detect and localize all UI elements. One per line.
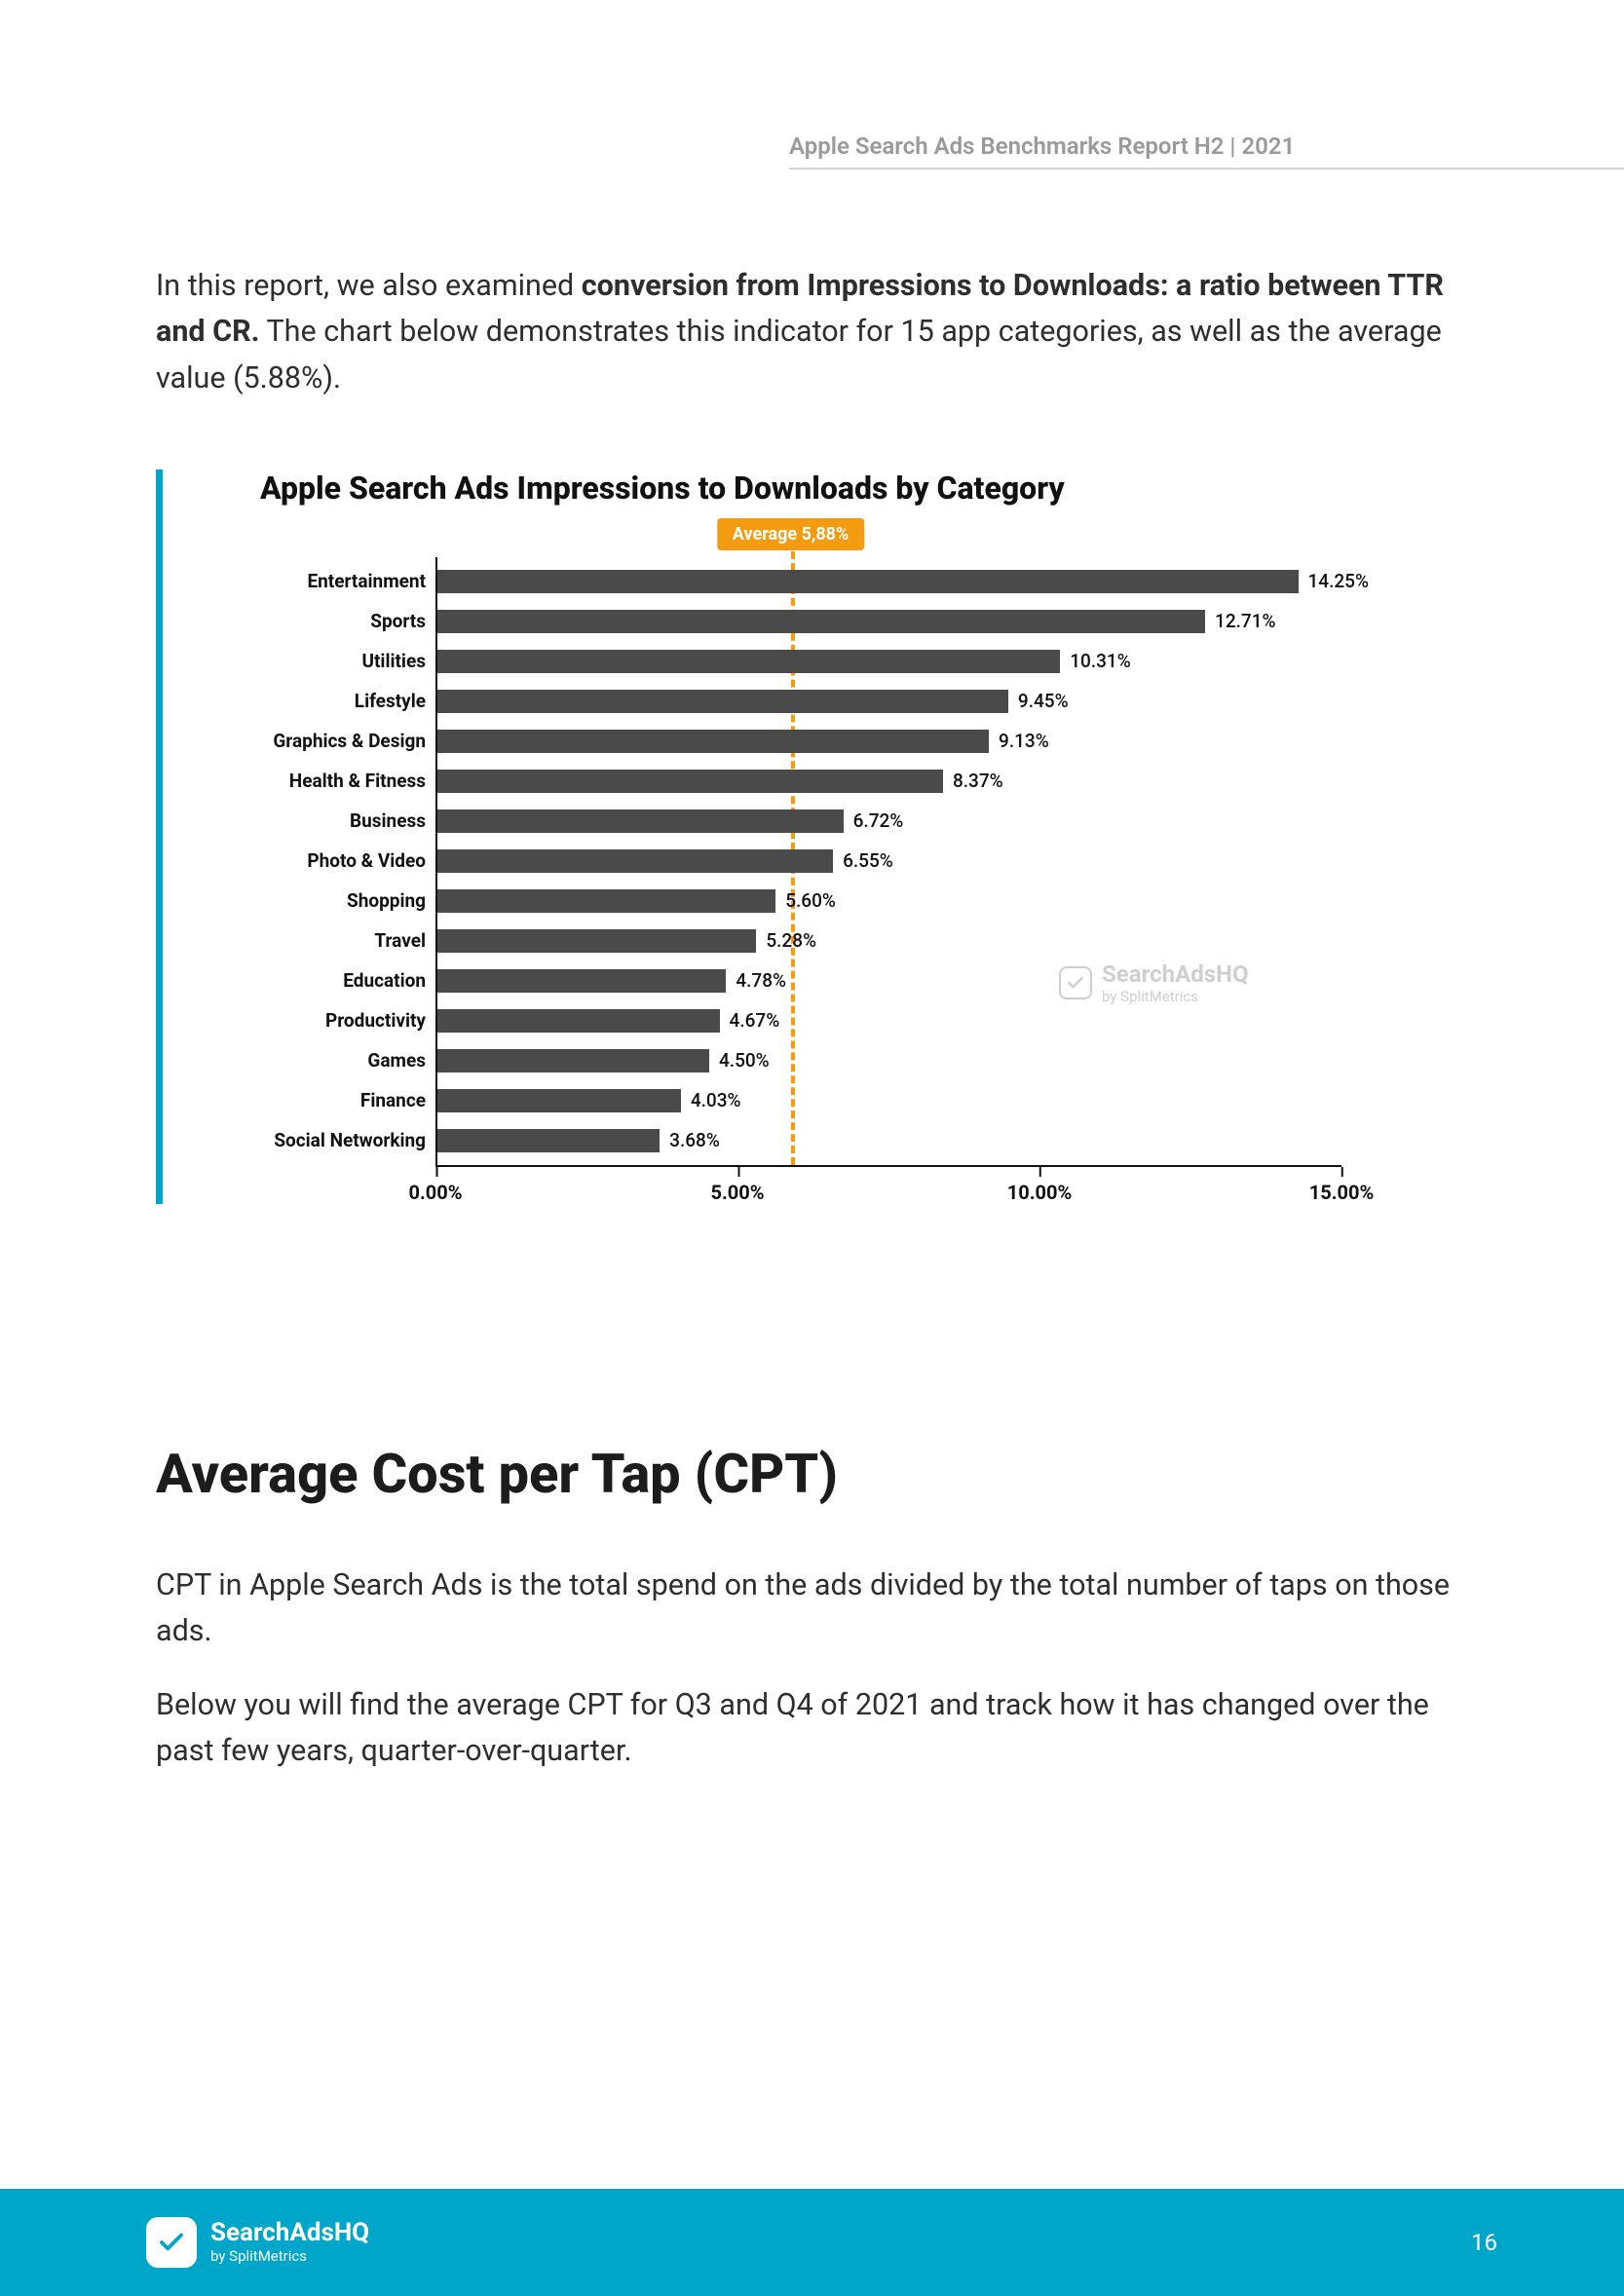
bar-category-label: Graphics & Design bbox=[204, 727, 437, 756]
x-tick-label: 5.00% bbox=[710, 1167, 764, 1204]
bar bbox=[437, 929, 756, 953]
bar-category-label: Utilities bbox=[204, 647, 437, 676]
bar-value-label: 10.31% bbox=[1060, 647, 1130, 676]
bar-value-label: 4.67% bbox=[720, 1006, 780, 1035]
x-tick-label: 15.00% bbox=[1309, 1167, 1374, 1204]
x-tick-label: 10.00% bbox=[1007, 1167, 1072, 1204]
average-badge: Average 5,88% bbox=[717, 518, 865, 550]
bar-row: Travel5.28% bbox=[437, 926, 1341, 956]
bar-value-label: 8.37% bbox=[943, 767, 1003, 796]
intro-after: The chart below demonstrates this indica… bbox=[156, 315, 1442, 395]
bar bbox=[437, 570, 1299, 593]
bar-category-label: Education bbox=[204, 966, 437, 996]
bar-value-label: 5.28% bbox=[756, 926, 816, 956]
footer-brand: SearchAdsHQ bbox=[210, 2220, 369, 2246]
bar-category-label: Entertainment bbox=[204, 567, 437, 596]
bar-row: Finance4.03% bbox=[437, 1086, 1341, 1115]
bar bbox=[437, 1049, 709, 1073]
chart-area: Average 5,88%Entertainment14.25%Sports12… bbox=[202, 518, 1390, 1204]
bar bbox=[437, 969, 726, 993]
bar-row: Business6.72% bbox=[437, 807, 1341, 836]
report-title: Apple Search Ads Benchmarks Report H2 | … bbox=[789, 132, 1295, 168]
bar-value-label: 3.68% bbox=[660, 1126, 720, 1155]
bar-row: Social Networking3.68% bbox=[437, 1126, 1341, 1155]
bar-row: Photo & Video6.55% bbox=[437, 847, 1341, 876]
check-icon bbox=[1059, 966, 1092, 999]
chart-container: Apple Search Ads Impressions to Download… bbox=[156, 470, 1468, 1204]
bar-category-label: Sports bbox=[204, 607, 437, 636]
bar-category-label: Productivity bbox=[204, 1006, 437, 1035]
bar-value-label: 9.45% bbox=[1008, 687, 1069, 716]
bar-category-label: Photo & Video bbox=[204, 847, 437, 876]
bar-category-label: Finance bbox=[204, 1086, 437, 1115]
bar bbox=[437, 1129, 660, 1152]
intro-before: In this report, we also examined bbox=[156, 269, 582, 303]
x-tick-label: 0.00% bbox=[408, 1167, 462, 1204]
bar-category-label: Social Networking bbox=[204, 1126, 437, 1155]
footer-logo: SearchAdsHQ by SplitMetrics bbox=[146, 2217, 369, 2268]
bar bbox=[437, 610, 1205, 633]
page-number: 16 bbox=[1471, 2229, 1497, 2256]
bars-area: Entertainment14.25% Sports12.71% Utilities… bbox=[435, 557, 1341, 1165]
bar bbox=[437, 1009, 720, 1033]
footer-sub: by SplitMetrics bbox=[210, 2247, 369, 2265]
bar bbox=[437, 849, 833, 873]
bar bbox=[437, 1089, 681, 1112]
bar-row: Productivity4.67% bbox=[437, 1006, 1341, 1035]
bar-category-label: Business bbox=[204, 807, 437, 836]
bar-category-label: Shopping bbox=[204, 886, 437, 916]
bar-value-label: 12.71% bbox=[1205, 607, 1275, 636]
bar bbox=[437, 770, 943, 793]
chart-watermark: SearchAdsHQby SplitMetrics bbox=[1059, 960, 1249, 1005]
cpt-p2: Below you will find the average CPT for … bbox=[156, 1682, 1468, 1775]
bar-row: Utilities10.31% bbox=[437, 647, 1341, 676]
bar-value-label: 14.25% bbox=[1299, 567, 1369, 596]
watermark-text: SearchAdsHQby SplitMetrics bbox=[1102, 960, 1249, 1005]
x-axis: 0.00%5.00%10.00%15.00% bbox=[435, 1165, 1341, 1204]
bar-category-label: Lifestyle bbox=[204, 687, 437, 716]
page: Apple Search Ads Benchmarks Report H2 | … bbox=[0, 0, 1624, 2296]
bar bbox=[437, 889, 775, 913]
bar-value-label: 9.13% bbox=[989, 727, 1049, 756]
bar-row: Health & Fitness8.37% bbox=[437, 767, 1341, 796]
header-rule: Apple Search Ads Benchmarks Report H2 | … bbox=[789, 132, 1624, 169]
bar-category-label: Games bbox=[204, 1046, 437, 1075]
bar-category-label: Travel bbox=[204, 926, 437, 956]
bar bbox=[437, 730, 989, 753]
plot-area: Entertainment14.25%Sports12.71%Utilities… bbox=[202, 557, 1390, 1165]
bar bbox=[437, 650, 1060, 673]
bar-category-label: Health & Fitness bbox=[204, 767, 437, 796]
bar-row: Entertainment14.25% bbox=[437, 567, 1341, 596]
bar-value-label: 5.60% bbox=[775, 886, 836, 916]
cpt-p1: CPT in Apple Search Ads is the total spe… bbox=[156, 1562, 1468, 1655]
bar-value-label: 6.55% bbox=[833, 847, 893, 876]
section-heading: Average Cost per Tap (CPT) bbox=[156, 1442, 1468, 1506]
footer-logo-text: SearchAdsHQ by SplitMetrics bbox=[210, 2220, 369, 2264]
chart-title: Apple Search Ads Impressions to Download… bbox=[202, 470, 1468, 507]
intro-paragraph: In this report, we also examined convers… bbox=[156, 263, 1468, 401]
bar-row: Sports12.71% bbox=[437, 607, 1341, 636]
content-block: In this report, we also examined convers… bbox=[156, 263, 1468, 1204]
bar-value-label: 4.03% bbox=[681, 1086, 741, 1115]
bar bbox=[437, 809, 844, 833]
bar-row: Games4.50% bbox=[437, 1046, 1341, 1075]
bar-row: Shopping5.60% bbox=[437, 886, 1341, 916]
bar-value-label: 4.78% bbox=[726, 966, 786, 996]
bar bbox=[437, 690, 1008, 713]
bar-value-label: 6.72% bbox=[844, 807, 904, 836]
bar-row: Lifestyle9.45% bbox=[437, 687, 1341, 716]
footer: SearchAdsHQ by SplitMetrics 16 bbox=[0, 2189, 1624, 2296]
bar-row: Graphics & Design9.13% bbox=[437, 727, 1341, 756]
check-icon bbox=[146, 2217, 197, 2268]
bar-value-label: 4.50% bbox=[709, 1046, 770, 1075]
section-cpt: Average Cost per Tap (CPT) CPT in Apple … bbox=[156, 1442, 1468, 1801]
